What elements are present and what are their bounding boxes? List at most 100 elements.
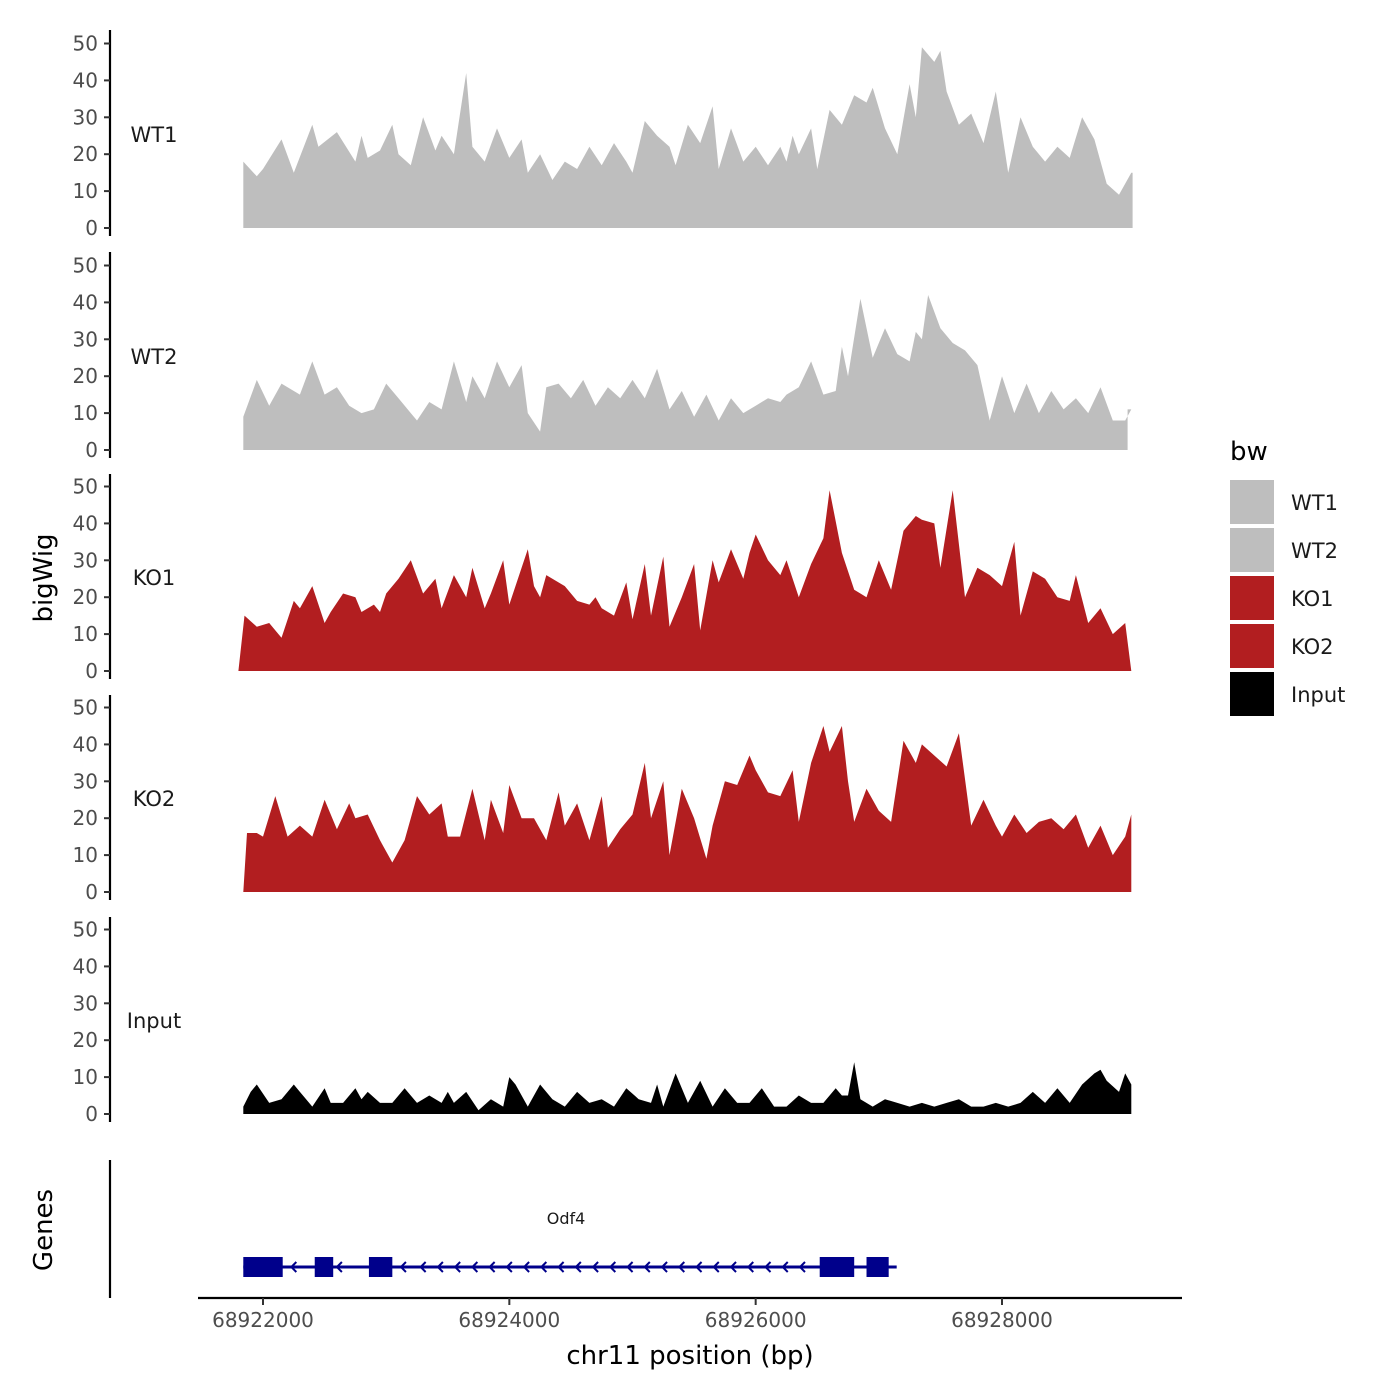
y-tick-label: 0 — [85, 216, 98, 240]
legend-label-input: Input — [1291, 683, 1345, 707]
x-axis: 68922000 68924000 68926000 68928000 — [198, 1296, 1182, 1332]
y-axis-title: bigWig — [29, 533, 59, 622]
legend-label-wt2: WT2 — [1291, 539, 1338, 563]
track-label-ko2: KO2 — [133, 787, 176, 811]
y-tick-label: 50 — [73, 254, 98, 278]
y-tick-label: 10 — [73, 401, 98, 425]
strand-arrow — [335, 1261, 343, 1273]
y-tick-label: 10 — [73, 179, 98, 203]
track-area-wt2 — [243, 295, 1132, 450]
y-tick-label: 40 — [73, 954, 98, 978]
strand-arrow — [505, 1261, 513, 1273]
y-tick-label: 10 — [73, 843, 98, 867]
y-tick-label: 40 — [73, 290, 98, 314]
gene-exon — [368, 1257, 393, 1277]
y-tick-label: 30 — [73, 548, 98, 572]
y-tick-label: 40 — [73, 68, 98, 92]
y-tick-label: 0 — [85, 438, 98, 462]
strand-arrow — [798, 1261, 806, 1273]
y-tick-label: 30 — [73, 769, 98, 793]
gene-exon — [819, 1257, 855, 1277]
x-tick-label: 68922000 — [212, 1308, 314, 1332]
y-tick-label: 20 — [73, 142, 98, 166]
y-tick-label: 20 — [73, 806, 98, 830]
gene-exon — [314, 1257, 334, 1277]
tracks-layer: 0 10 20 30 40 50 WT1 0 10 20 30 40 50 WT2 0 10 20 30 40 50 K… — [73, 30, 1133, 1126]
gene-exon — [243, 1257, 283, 1277]
strand-arrow — [677, 1261, 686, 1273]
legend-label-wt1: WT1 — [1291, 491, 1338, 515]
x-tick-label: 68924000 — [458, 1308, 560, 1332]
y-tick-label: 40 — [73, 732, 98, 756]
y-tick-label: 30 — [73, 105, 98, 129]
strand-arrow — [539, 1261, 548, 1273]
strand-arrow — [712, 1261, 720, 1273]
x-axis-title: chr11 position (bp) — [566, 1341, 813, 1371]
gene-name-label: Odf4 — [547, 1209, 586, 1228]
legend-label-ko1: KO1 — [1291, 587, 1334, 611]
strand-arrow — [729, 1261, 737, 1273]
track-panel-ko2: 0 10 20 30 40 50 KO2 — [73, 695, 1132, 904]
y-tick-label: 20 — [73, 585, 98, 609]
strand-arrow — [419, 1261, 427, 1273]
y-tick-label: 30 — [73, 327, 98, 351]
track-panel-ko1: 0 10 20 30 40 50 KO1 — [73, 474, 1133, 683]
gene-exon — [866, 1257, 889, 1277]
y-tick-label: 10 — [73, 622, 98, 646]
x-tick-label: 68926000 — [705, 1308, 807, 1332]
track-label-wt2: WT2 — [131, 345, 178, 369]
strand-arrow — [781, 1261, 789, 1273]
track-panel-wt2: 0 10 20 30 40 50 WT2 — [73, 252, 1132, 462]
legend-swatch-wt2 — [1230, 528, 1274, 572]
legend: bw WT1 WT2 KO1 KO2 Input — [1230, 437, 1345, 716]
legend-title: bw — [1230, 437, 1268, 467]
strand-arrow — [522, 1261, 530, 1273]
y-tick-label: 40 — [73, 511, 98, 535]
legend-swatch-ko2 — [1230, 624, 1274, 668]
y-tick-label: 0 — [85, 1102, 98, 1126]
y-tick-label: 50 — [73, 696, 98, 720]
track-area-ko2 — [243, 726, 1132, 892]
strand-arrow — [746, 1261, 754, 1273]
track-area-input — [243, 1062, 1132, 1114]
y-tick-label: 20 — [73, 1028, 98, 1052]
y-tick-label: 50 — [73, 475, 98, 499]
strand-arrow — [660, 1261, 668, 1273]
y-tick-label: 30 — [73, 991, 98, 1015]
legend-swatch-input — [1230, 672, 1274, 716]
track-area-ko1 — [238, 490, 1133, 671]
track-label-ko1: KO1 — [133, 566, 176, 590]
strand-arrow — [470, 1261, 479, 1273]
genes-axis-title: Genes — [29, 1189, 59, 1271]
strand-arrow — [399, 1261, 407, 1273]
strand-arrow — [695, 1261, 703, 1273]
strand-arrow — [764, 1261, 772, 1273]
x-tick-label: 68928000 — [951, 1308, 1053, 1332]
strand-arrow — [453, 1261, 461, 1273]
strand-arrow — [574, 1261, 582, 1273]
strand-arrow — [591, 1261, 599, 1273]
y-tick-label: 10 — [73, 1065, 98, 1089]
strand-arrow — [436, 1261, 444, 1273]
strand-arrow — [557, 1261, 565, 1273]
y-tick-label: 50 — [73, 918, 98, 942]
y-tick-label: 0 — [85, 659, 98, 683]
strand-arrow — [608, 1261, 617, 1273]
strand-arrow — [626, 1261, 634, 1273]
track-label-input: Input — [127, 1009, 181, 1033]
track-panel-input: 0 10 20 30 40 50 Input — [73, 917, 1132, 1126]
gene-track: Odf4 — [108, 1160, 897, 1298]
legend-swatch-wt1 — [1230, 480, 1274, 524]
legend-label-ko2: KO2 — [1291, 635, 1334, 659]
track-area-wt1 — [243, 47, 1133, 229]
track-label-wt1: WT1 — [131, 123, 178, 147]
y-tick-label: 0 — [85, 880, 98, 904]
strand-arrow — [643, 1261, 651, 1273]
y-tick-label: 20 — [73, 364, 98, 388]
y-tick-label: 50 — [73, 32, 98, 56]
legend-swatch-ko1 — [1230, 576, 1274, 620]
strand-arrow — [488, 1261, 496, 1273]
track-panel-wt1: 0 10 20 30 40 50 WT1 — [73, 30, 1133, 240]
strand-arrow — [289, 1261, 298, 1273]
